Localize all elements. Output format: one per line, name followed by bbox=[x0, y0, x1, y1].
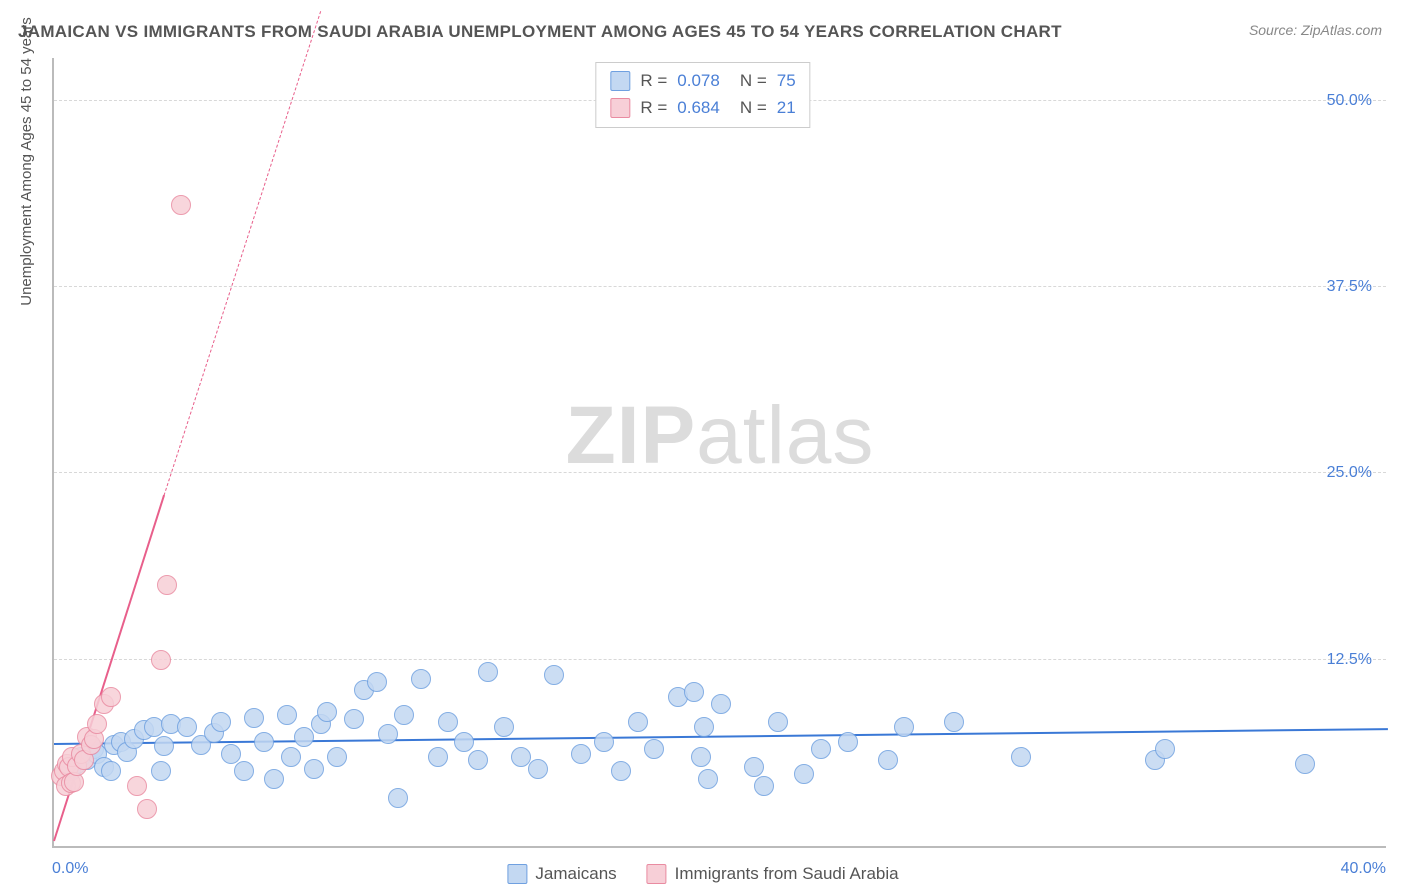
data-point bbox=[411, 669, 431, 689]
data-point bbox=[234, 761, 254, 781]
data-point bbox=[154, 736, 174, 756]
trend-line bbox=[164, 11, 322, 496]
data-point bbox=[1011, 747, 1031, 767]
data-point bbox=[811, 739, 831, 759]
data-point bbox=[878, 750, 898, 770]
data-point bbox=[101, 761, 121, 781]
data-point bbox=[211, 712, 231, 732]
data-point bbox=[127, 776, 147, 796]
data-point bbox=[394, 705, 414, 725]
data-point bbox=[177, 717, 197, 737]
data-point bbox=[1155, 739, 1175, 759]
data-point bbox=[571, 744, 591, 764]
data-point bbox=[794, 764, 814, 784]
y-tick-label: 12.5% bbox=[1327, 651, 1372, 669]
data-point bbox=[151, 761, 171, 781]
chart-title: JAMAICAN VS IMMIGRANTS FROM SAUDI ARABIA… bbox=[18, 22, 1062, 42]
data-point bbox=[294, 727, 314, 747]
data-point bbox=[494, 717, 514, 737]
legend-row-jamaicans: R = 0.078 N = 75 bbox=[610, 67, 795, 94]
data-point bbox=[171, 195, 191, 215]
data-point bbox=[277, 705, 297, 725]
data-point bbox=[594, 732, 614, 752]
data-point bbox=[768, 712, 788, 732]
gridline bbox=[54, 286, 1386, 287]
data-point bbox=[754, 776, 774, 796]
plot-area: ZIPatlas 12.5% 25.0% 37.5% 50.0% bbox=[52, 58, 1386, 848]
data-point bbox=[367, 672, 387, 692]
data-point bbox=[317, 702, 337, 722]
data-point bbox=[691, 747, 711, 767]
swatch-saudi bbox=[610, 98, 630, 118]
legend-row-saudi: R = 0.684 N = 21 bbox=[610, 94, 795, 121]
x-end-label: 40.0% bbox=[1341, 860, 1386, 878]
swatch-jamaicans-icon bbox=[507, 864, 527, 884]
data-point bbox=[528, 759, 548, 779]
data-point bbox=[254, 732, 274, 752]
y-tick-label: 50.0% bbox=[1327, 92, 1372, 110]
data-point bbox=[744, 757, 764, 777]
data-point bbox=[468, 750, 488, 770]
data-point bbox=[87, 714, 107, 734]
chart-source: Source: ZipAtlas.com bbox=[1249, 22, 1382, 38]
data-point bbox=[304, 759, 324, 779]
y-axis-title: Unemployment Among Ages 45 to 54 years bbox=[18, 17, 35, 306]
legend-item-saudi: Immigrants from Saudi Arabia bbox=[647, 864, 899, 884]
data-point bbox=[544, 665, 564, 685]
data-point bbox=[1295, 754, 1315, 774]
data-point bbox=[244, 708, 264, 728]
data-point bbox=[137, 799, 157, 819]
x-origin-label: 0.0% bbox=[52, 860, 88, 878]
data-point bbox=[838, 732, 858, 752]
data-point bbox=[344, 709, 364, 729]
gridline bbox=[54, 472, 1386, 473]
data-point bbox=[264, 769, 284, 789]
y-tick-label: 37.5% bbox=[1327, 278, 1372, 296]
data-point bbox=[157, 575, 177, 595]
data-point bbox=[151, 650, 171, 670]
legend-item-jamaicans: Jamaicans bbox=[507, 864, 616, 884]
data-point bbox=[221, 744, 241, 764]
data-point bbox=[944, 712, 964, 732]
data-point bbox=[478, 662, 498, 682]
data-point bbox=[628, 712, 648, 732]
legend-series: Jamaicans Immigrants from Saudi Arabia bbox=[507, 864, 898, 884]
data-point bbox=[327, 747, 347, 767]
data-point bbox=[101, 687, 121, 707]
swatch-saudi-icon bbox=[647, 864, 667, 884]
data-point bbox=[711, 694, 731, 714]
data-point bbox=[698, 769, 718, 789]
y-tick-label: 25.0% bbox=[1327, 464, 1372, 482]
swatch-jamaicans bbox=[610, 71, 630, 91]
data-point bbox=[378, 724, 398, 744]
legend-stats: R = 0.078 N = 75 R = 0.684 N = 21 bbox=[595, 62, 810, 128]
data-point bbox=[281, 747, 301, 767]
watermark: ZIPatlas bbox=[566, 389, 875, 483]
data-point bbox=[388, 788, 408, 808]
data-point bbox=[428, 747, 448, 767]
data-point bbox=[684, 682, 704, 702]
data-point bbox=[644, 739, 664, 759]
gridline bbox=[54, 659, 1386, 660]
data-point bbox=[611, 761, 631, 781]
correlation-chart: JAMAICAN VS IMMIGRANTS FROM SAUDI ARABIA… bbox=[0, 0, 1406, 892]
data-point bbox=[454, 732, 474, 752]
data-point bbox=[438, 712, 458, 732]
data-point bbox=[694, 717, 714, 737]
data-point bbox=[894, 717, 914, 737]
